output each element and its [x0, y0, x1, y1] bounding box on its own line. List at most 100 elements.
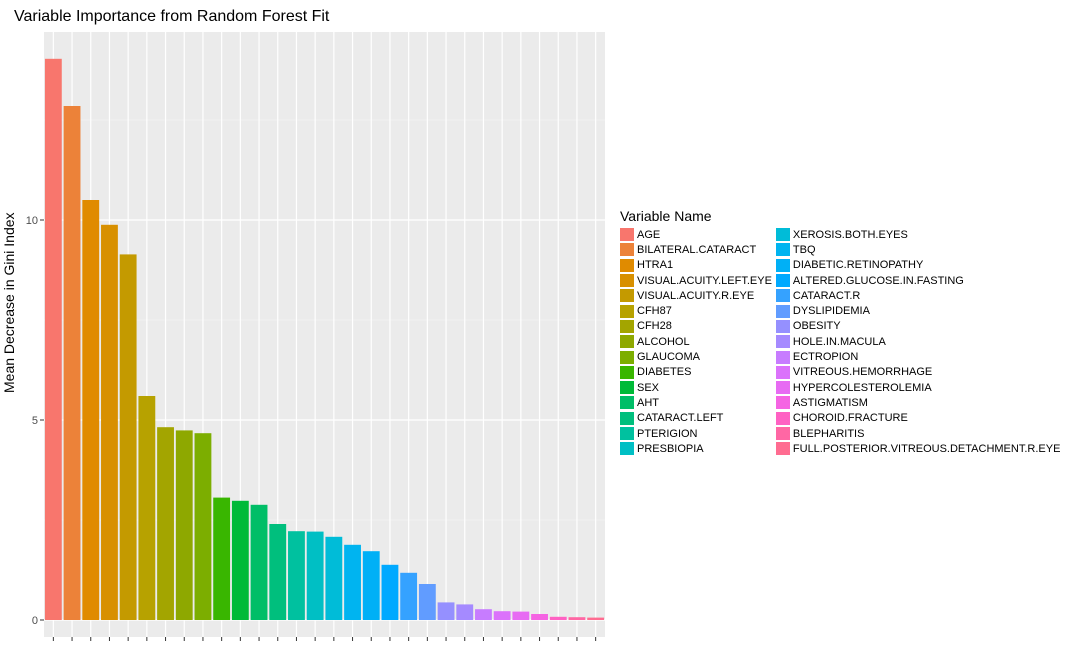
bar-vitreous-hemorrhage	[493, 611, 511, 620]
legend-label: CHOROID.FRACTURE	[792, 412, 908, 425]
legend-swatch	[775, 258, 790, 272]
legend-item: SEX	[620, 380, 772, 395]
bar-bilateral-cataract	[63, 106, 81, 620]
legend-item: VISUAL.ACUITY.LEFT.EYE	[620, 273, 772, 288]
legend-label: ECTROPION	[792, 351, 859, 364]
legend-item: PTERIGION	[620, 426, 772, 441]
legend-item: AGE	[620, 227, 772, 242]
bar-ectropion	[475, 609, 492, 620]
legend-item: DYSLIPIDEMIA	[775, 303, 1061, 318]
legend-swatch	[620, 319, 634, 333]
legend-item: BLEPHARITIS	[775, 426, 1061, 441]
legend-item: CATARACT.R	[775, 288, 1061, 303]
legend-swatch	[620, 258, 634, 272]
legend-swatch	[775, 442, 790, 456]
bar-hypercolesterolemia	[512, 611, 530, 620]
legend-label: SEX	[637, 381, 660, 394]
legend-swatch	[775, 381, 790, 395]
legend-label: OBESITY	[792, 320, 841, 333]
legend-label: CFH87	[637, 305, 672, 318]
bar-diabetic-retinopathy	[362, 551, 380, 620]
legend-swatch	[775, 304, 790, 318]
legend-label: HOLE.IN.MACULA	[792, 335, 886, 348]
legend-swatch	[775, 365, 790, 379]
legend-label: BILATERAL.CATARACT	[637, 243, 757, 256]
bar-cataract-left	[269, 524, 287, 620]
legend-label: CATARACT.R	[792, 289, 861, 302]
y-tick-label: 0	[32, 615, 38, 627]
bar-cfh28	[157, 427, 174, 620]
legend-item: VISUAL.ACUITY.R.EYE	[620, 288, 772, 303]
bar-presbiopia	[306, 531, 324, 620]
legend-item: BILATERAL.CATARACT	[620, 242, 772, 257]
bar-cataract-r	[400, 572, 418, 620]
legend-item: DIABETIC.RETINOPATHY	[775, 258, 1061, 273]
legend-swatch	[620, 427, 634, 440]
legend-label: PRESBIOPIA	[637, 442, 704, 455]
legend-item: ALCOHOL	[620, 334, 772, 349]
bar-age	[44, 58, 62, 621]
legend-swatch	[775, 396, 790, 410]
legend-label: BLEPHARITIS	[792, 427, 865, 440]
legend-label: AGE	[637, 228, 661, 241]
legend-item: VITREOUS.HEMORRHAGE	[775, 365, 1061, 380]
bar-htra1	[82, 200, 100, 620]
legend-item: HTRA1	[620, 258, 772, 273]
legend-item: DIABETES	[620, 365, 772, 380]
legend-label: CATARACT.LEFT	[637, 412, 724, 425]
y-tick-label: 5	[32, 415, 38, 427]
legend-item: HOLE.IN.MACULA	[775, 334, 1061, 349]
legend-label: ASTIGMATISM	[792, 396, 868, 409]
legend-item: ALTERED.GLUCOSE.IN.FASTING	[775, 273, 1061, 288]
legend-swatch	[775, 289, 790, 303]
legend-column-1: AGE BILATERAL.CATARACT HTRA1 VISUAL.ACUITY.…	[620, 227, 772, 456]
legend-label: DIABETES	[637, 366, 692, 379]
legend-swatch	[775, 411, 790, 425]
bar-blepharitis	[568, 617, 586, 620]
legend-item: CHOROID.FRACTURE	[775, 411, 1061, 426]
legend-label: TBQ	[792, 243, 816, 256]
legend-swatch	[775, 350, 790, 364]
legend-label: VITREOUS.HEMORRHAGE	[792, 366, 933, 379]
y-axis: 0 5 10	[26, 215, 597, 641]
legend-swatch	[620, 243, 634, 257]
bar-altered-glucose-in-fasting	[381, 564, 399, 620]
legend-swatch	[620, 381, 634, 395]
bars	[44, 58, 605, 621]
legend-label: DYSLIPIDEMIA	[792, 305, 870, 318]
legend-item: HYPERCOLESTEROLEMIA	[775, 380, 1061, 395]
legend-label: GLAUCOMA	[637, 351, 700, 364]
bar-choroid-fracture	[549, 616, 567, 620]
bar-dyslipidemia	[418, 584, 436, 620]
legend-item: ECTROPION	[775, 349, 1061, 364]
legend: Variable Name AGE BILATERAL.CATARACT HTRA1…	[620, 208, 1060, 456]
legend-swatch	[775, 335, 790, 349]
legend-swatch	[620, 396, 634, 410]
legend-item: ASTIGMATISM	[775, 395, 1061, 410]
legend-label: AHT	[637, 396, 659, 409]
plot-panel-background	[44, 32, 605, 637]
legend-item: GLAUCOMA	[620, 349, 772, 364]
bar-glaucoma	[194, 433, 212, 620]
bar-hole-in-macula	[456, 604, 474, 620]
bar-alcohol	[175, 430, 193, 620]
legend-item: PRESBIOPIA	[620, 441, 772, 456]
plot-area: 0 5 10	[26, 32, 605, 641]
legend-label: ALTERED.GLUCOSE.IN.FASTING	[792, 274, 964, 287]
legend-item: FULL.POSTERIOR.VITREOUS.DETACHMENT.R.EYE	[775, 441, 1061, 456]
legend-label: HYPERCOLESTEROLEMIA	[792, 381, 932, 394]
bar-obesity	[437, 602, 455, 620]
legend-item: XEROSIS.BOTH.EYES	[775, 227, 1061, 242]
legend-swatch	[775, 228, 790, 242]
legend-column-2: XEROSIS.BOTH.EYES TBQ DIABETIC.RETINOPATHY…	[775, 227, 1061, 456]
legend-swatch	[620, 228, 634, 242]
legend-swatch	[775, 243, 790, 257]
bar-full-posterior-vitreous-detachment-r-eye	[587, 617, 605, 620]
bar-diabetes	[213, 497, 231, 620]
legend-label: HTRA1	[637, 259, 674, 272]
legend-label: FULL.POSTERIOR.VITREOUS.DETACHMENT.R.EYE	[792, 442, 1061, 455]
legend-swatch	[620, 289, 634, 303]
legend-swatch	[620, 335, 634, 349]
legend-swatch	[620, 442, 634, 456]
legend-item: CFH87	[620, 303, 772, 318]
